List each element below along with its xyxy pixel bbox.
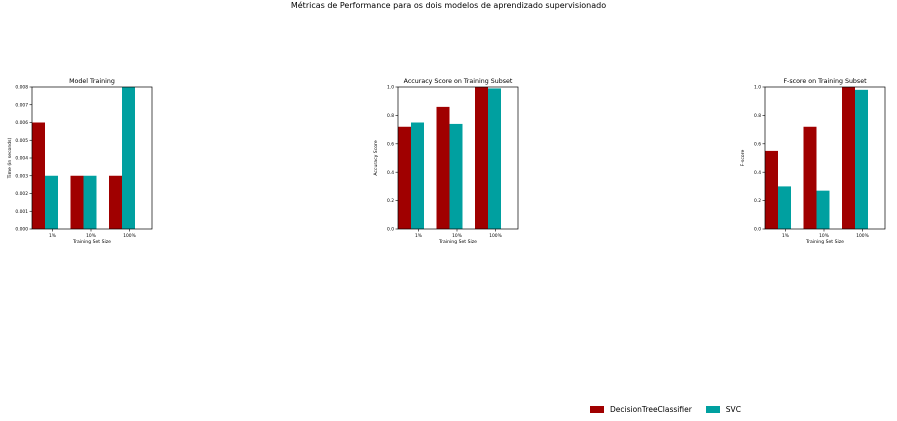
- bar-svc-0: [45, 175, 58, 229]
- figure-suptitle: Métricas de Performance para os dois mod…: [290, 1, 607, 10]
- bar-decisiontreeclassifier-2: [475, 87, 488, 229]
- legend-label-svc: SVC: [725, 405, 741, 414]
- y-tick-label: 0.2: [387, 198, 394, 204]
- y-tick-label: 0.2: [754, 198, 761, 204]
- x-axis-label: Training Set Size: [72, 239, 111, 245]
- y-tick-label: 0.008: [15, 85, 28, 91]
- x-tick-label: 100%: [856, 233, 869, 239]
- bar-svc-0: [411, 122, 424, 229]
- x-tick-label: 10%: [819, 233, 829, 239]
- bar-svc-1: [816, 190, 830, 229]
- legend-swatch-decisiontree: [590, 406, 604, 413]
- y-tick-label: 0.6: [754, 141, 761, 147]
- y-tick-label: 0.4: [387, 170, 394, 176]
- chart-legend: DecisionTreeClassifier SVC: [590, 405, 755, 414]
- y-tick-label: 0.005: [15, 138, 28, 144]
- bar-decisiontreeclassifier-1: [436, 106, 450, 229]
- bar-svc-2: [122, 87, 135, 229]
- y-tick-label: 0.007: [15, 102, 28, 108]
- chart-svg: Accuracy Score on Training Subset 0.0 0.2 0…: [373, 78, 519, 245]
- bar-svc-1: [83, 175, 97, 229]
- y-axis-label: Accuracy Score: [373, 140, 379, 175]
- y-tick-label: 0.8: [754, 113, 761, 119]
- y-axis-label: F-score: [740, 150, 746, 167]
- y-tick-label: 0.004: [15, 156, 28, 162]
- x-tick-label: 10%: [86, 233, 96, 239]
- y-tick-label: 0.0: [387, 227, 394, 233]
- bar-decisiontreeclassifier-2: [109, 175, 122, 229]
- x-axis-label: Training Set Size: [438, 239, 477, 245]
- bar-svc-0: [778, 186, 791, 229]
- y-tick-label: 0.4: [754, 170, 761, 176]
- bar-decisiontreeclassifier-1: [803, 126, 817, 229]
- x-tick-label: 100%: [123, 233, 136, 239]
- bar-decisiontreeclassifier-0: [765, 150, 778, 229]
- x-axis-label: Training Set Size: [805, 239, 844, 245]
- y-tick-label: 0.006: [15, 120, 28, 126]
- y-tick-label: 1.0: [754, 85, 761, 91]
- chart-title: F-score on Training Subset: [783, 78, 867, 85]
- bar-svc-2: [488, 88, 501, 229]
- chart-f-score: F-score on Training Subset 0.0 0.2 0.4 0.6 0.…: [733, 70, 897, 259]
- y-tick-label: 0.001: [15, 209, 28, 215]
- chart-title: Model Training: [69, 78, 115, 85]
- y-tick-label: 0.6: [387, 141, 394, 147]
- y-tick-label: 0.8: [387, 113, 394, 119]
- bar-decisiontreeclassifier-2: [842, 87, 855, 229]
- y-tick-label: 0.003: [15, 173, 28, 179]
- axes-frame: [764, 86, 886, 230]
- y-tick-label: 0.000: [15, 227, 28, 233]
- bar-svc-2: [855, 89, 868, 229]
- x-tick-label: 10%: [452, 233, 462, 239]
- chart-model-training: Model Training 0.000 0.001 0.002 0.003 0.004 0…: [0, 70, 165, 259]
- y-tick-label: 0.002: [15, 191, 28, 197]
- chart-accuracy-score: Accuracy Score on Training Subset 0.0 0.2 0…: [366, 70, 531, 259]
- legend-swatch-svc: [705, 406, 720, 413]
- bar-decisiontreeclassifier-1: [70, 175, 84, 229]
- y-axis-label: Time (in seconds): [7, 137, 13, 179]
- y-tick-label: 0.0: [754, 227, 761, 233]
- legend-item-decisiontree: DecisionTreeClassifier: [590, 405, 692, 414]
- x-tick-label: 1%: [415, 233, 422, 239]
- legend-label-decisiontree: DecisionTreeClassifier: [610, 405, 692, 414]
- bar-decisiontreeclassifier-0: [32, 122, 45, 229]
- x-tick-label: 100%: [489, 233, 502, 239]
- axes-frame: [397, 86, 519, 230]
- chart-title: Accuracy Score on Training Subset: [404, 78, 513, 85]
- chart-svg: Model Training 0.000 0.001 0.002 0.003 0.004 0…: [7, 78, 153, 245]
- bar-svc-1: [449, 123, 463, 229]
- axes-frame: [31, 86, 153, 230]
- bar-decisiontreeclassifier-0: [398, 126, 411, 229]
- x-tick-label: 1%: [49, 233, 56, 239]
- x-tick-label: 1%: [782, 233, 789, 239]
- legend-item-svc: SVC: [705, 405, 741, 414]
- chart-svg: F-score on Training Subset 0.0 0.2 0.4 0.6 0.…: [740, 78, 886, 245]
- y-tick-label: 1.0: [387, 85, 394, 91]
